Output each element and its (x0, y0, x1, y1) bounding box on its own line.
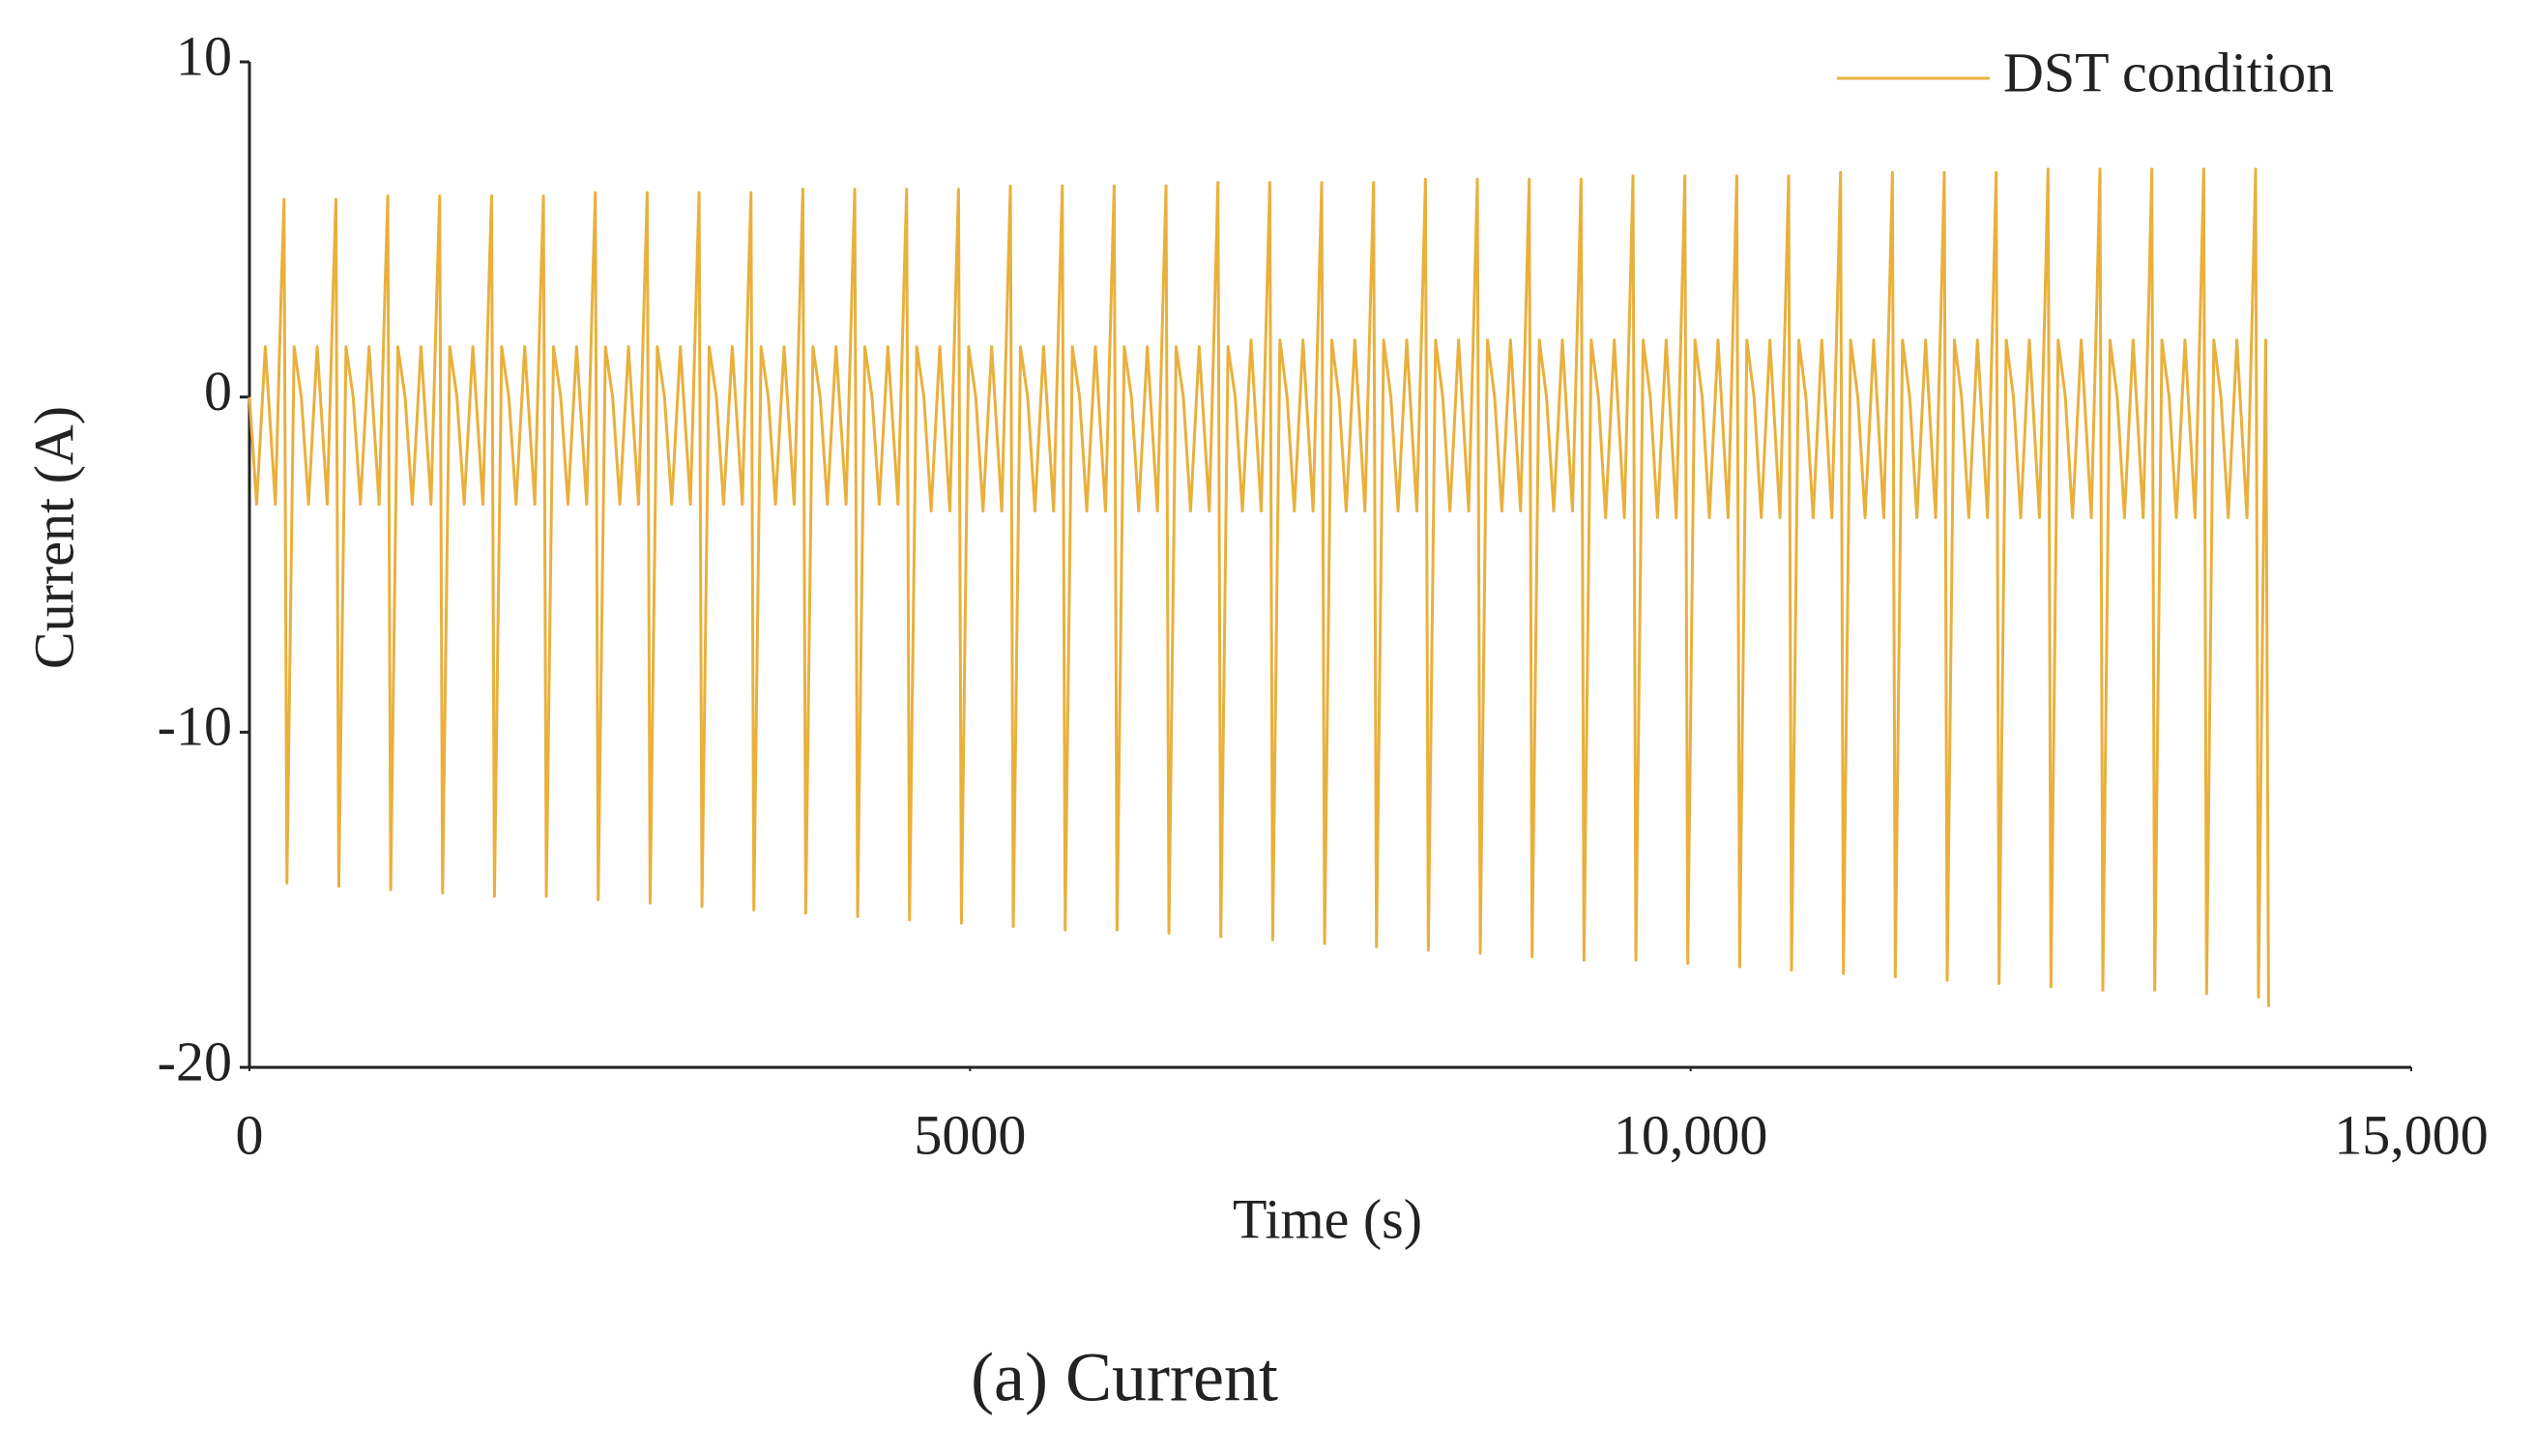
data-line (248, 167, 2270, 1007)
x-axis-label: Time (s) (1233, 1187, 1422, 1250)
y-tick-label: -10 (158, 695, 232, 758)
x-tick-label: 10,000 (1614, 1103, 1768, 1166)
y-axis-label: Current (A) (22, 406, 85, 669)
y-tick-label: 0 (204, 360, 232, 422)
legend-label: DST condition (2003, 41, 2334, 103)
y-tick-label: 10 (176, 24, 232, 87)
x-tick-label: 0 (236, 1103, 264, 1166)
caption: (a) Current (971, 1339, 1278, 1416)
y-tick-label: -20 (158, 1030, 232, 1092)
x-tick-label: 5000 (914, 1103, 1026, 1166)
x-tick-label: 15,000 (2334, 1103, 2489, 1166)
